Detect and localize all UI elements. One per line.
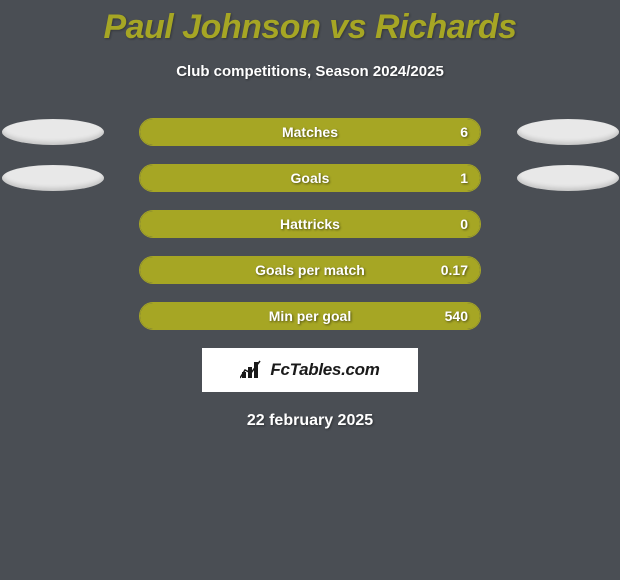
avatar-ellipse [517,119,619,145]
stat-bar-value: 540 [445,303,468,329]
stat-bar-label: Hattricks [140,211,480,237]
avatar-ellipse [2,165,104,191]
stat-bar: Goals 1 [139,164,481,192]
stat-row-matches: Matches 6 [0,118,620,146]
right-avatar-slot [515,119,620,145]
stats-area: Matches 6 Goals 1 Hattricks 0 Goals per … [0,118,620,330]
stat-bar-value: 1 [460,165,468,191]
stat-bar: Hattricks 0 [139,210,481,238]
bar-chart-icon [240,360,264,380]
logo-text: FcTables.com [270,360,379,380]
logo-box[interactable]: FcTables.com [202,348,418,392]
stat-row-mpg: Min per goal 540 [0,302,620,330]
stat-bar-label: Goals per match [140,257,480,283]
stat-row-gpm: Goals per match 0.17 [0,256,620,284]
stat-row-goals: Goals 1 [0,164,620,192]
avatar-ellipse [517,165,619,191]
stat-bar-value: 0 [460,211,468,237]
left-avatar-slot [0,119,105,145]
stat-bar: Min per goal 540 [139,302,481,330]
stat-bar-value: 6 [460,119,468,145]
stat-bar: Matches 6 [139,118,481,146]
stat-bar-label: Matches [140,119,480,145]
date-label: 22 february 2025 [0,412,620,430]
stat-row-hattricks: Hattricks 0 [0,210,620,238]
right-avatar-slot [515,165,620,191]
stat-bar-label: Min per goal [140,303,480,329]
page-title: Paul Johnson vs Richards [0,0,620,47]
stat-bar-label: Goals [140,165,480,191]
left-avatar-slot [0,165,105,191]
avatar-ellipse [2,119,104,145]
stat-bar: Goals per match 0.17 [139,256,481,284]
subtitle: Club competitions, Season 2024/2025 [0,63,620,80]
stat-bar-value: 0.17 [441,257,468,283]
